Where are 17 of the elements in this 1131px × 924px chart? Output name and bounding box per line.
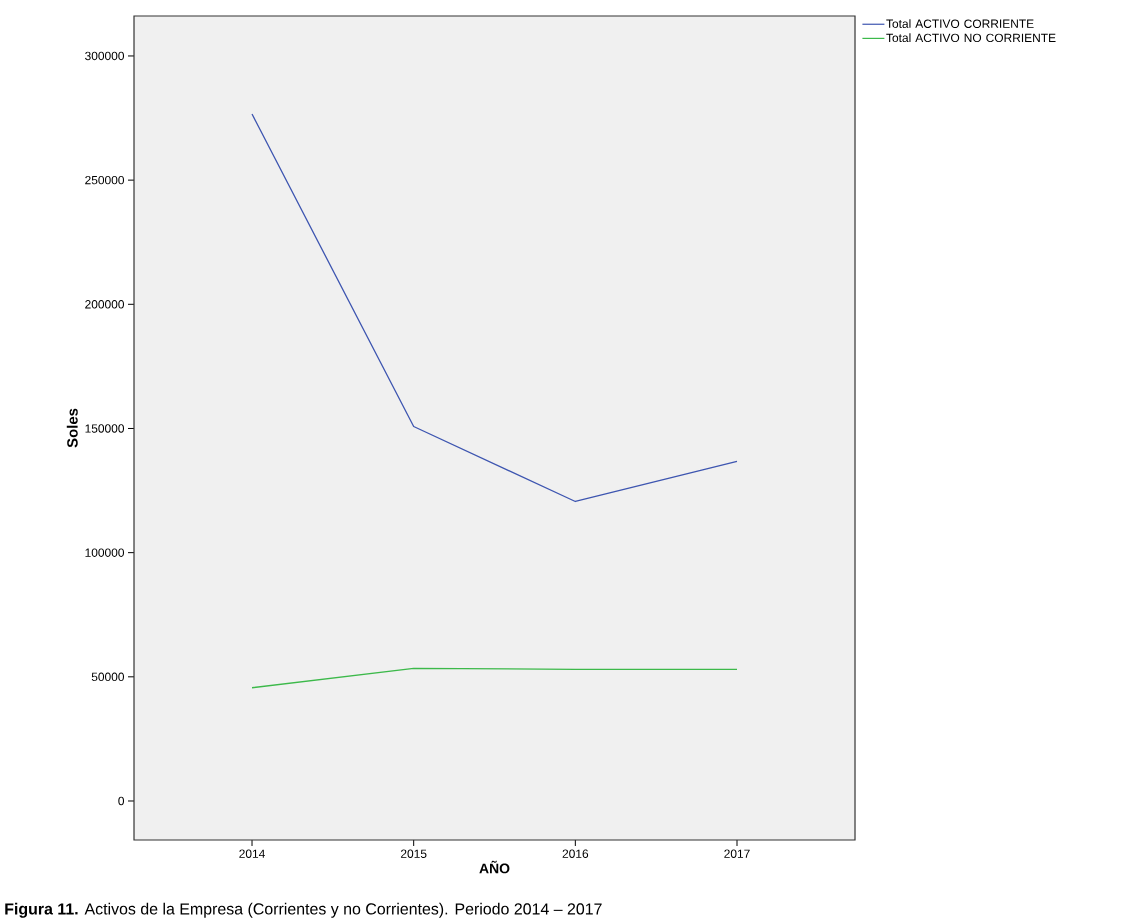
line-series — [251, 113, 738, 503]
y-axis-title: Soles — [66, 408, 78, 448]
x-tick-label: 2014 — [239, 849, 265, 858]
legend-label: Total ACTIVO CORRIENTE — [886, 19, 1034, 28]
y-tick-label: 300000 — [85, 51, 125, 61]
x-tick-label: 2015 — [400, 849, 427, 858]
y-tick-label: 100000 — [85, 548, 125, 557]
y-tick-label: 50000 — [91, 672, 125, 682]
y-tick-label: 200000 — [85, 300, 125, 309]
y-tick-label: 250000 — [85, 175, 125, 185]
x-axis-title: AÑO — [479, 860, 510, 874]
legend-label: Total ACTIVO NO CORRIENTE — [886, 33, 1056, 43]
x-tick-label: 2017 — [724, 849, 750, 858]
y-tick-label: 150000 — [85, 424, 125, 433]
y-tick-label: 0 — [118, 796, 125, 806]
x-tick-label: 2016 — [562, 849, 589, 858]
text: Figura 11. Activos de la Empresa (Corrientes y no Corrientes). Periodo 2014 – 2017 — [5, 902, 602, 918]
